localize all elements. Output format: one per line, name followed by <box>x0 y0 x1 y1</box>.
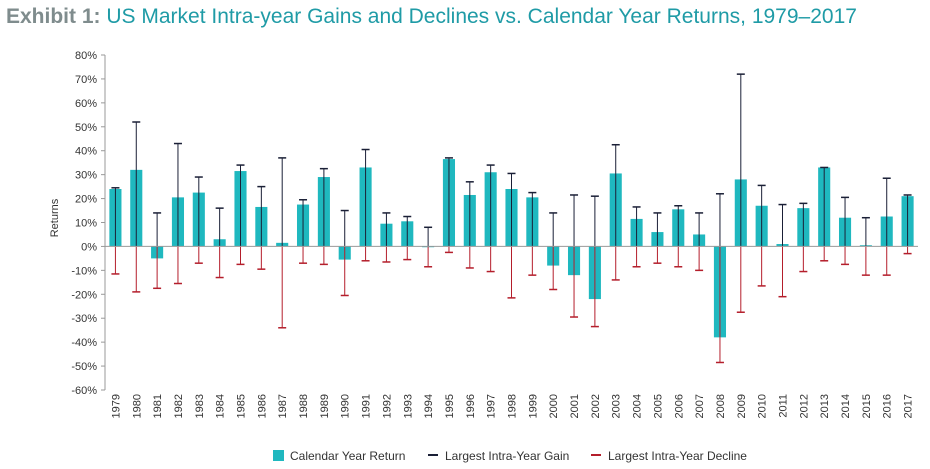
chart-title-prefix: Exhibit 1: <box>6 5 101 28</box>
x-tick-label: 2004 <box>632 394 644 418</box>
y-tick-label: -50% <box>71 361 97 373</box>
y-tick-label: -20% <box>71 289 97 301</box>
x-tick-label: 2002 <box>590 394 602 418</box>
legend-label-intra-year-decline: Largest Intra-Year Decline <box>608 449 747 463</box>
x-tick-label: 1986 <box>256 394 268 418</box>
y-tick-label: 80% <box>75 50 97 62</box>
x-tick-label: 2016 <box>882 394 894 418</box>
x-tick-label: 1982 <box>173 394 185 418</box>
x-tick-label: 2009 <box>736 394 748 418</box>
x-tick-label: 1999 <box>527 394 539 418</box>
y-tick-label: 10% <box>75 218 97 230</box>
y-axis-label: Returns <box>49 198 61 237</box>
y-tick-label: -40% <box>71 337 97 349</box>
x-tick-label: 2013 <box>819 394 831 418</box>
x-tick-label: 1995 <box>444 394 456 418</box>
x-tick-label: 1994 <box>423 394 435 418</box>
y-tick-label: -10% <box>71 265 97 277</box>
legend-swatch-calendar-year-return <box>273 450 284 461</box>
x-tick-label: 1987 <box>277 394 289 418</box>
x-tick-label: 1979 <box>110 394 122 418</box>
x-tick-label: 1997 <box>486 394 498 418</box>
legend-label-intra-year-gain: Largest Intra-Year Gain <box>445 449 569 463</box>
x-tick-label: 1983 <box>194 394 206 418</box>
x-tick-label: 1985 <box>236 394 248 418</box>
x-tick-label: 2007 <box>694 394 706 418</box>
x-tick-label: 1992 <box>381 394 393 418</box>
x-tick-label: 2005 <box>652 394 664 418</box>
x-tick-label: 2014 <box>840 394 852 418</box>
x-tick-label: 2012 <box>798 394 810 418</box>
x-tick-label: 2015 <box>861 394 873 418</box>
y-tick-label: 30% <box>75 170 97 182</box>
y-tick-label: 0% <box>81 241 97 253</box>
x-tick-label: 1998 <box>507 394 519 418</box>
x-tick-label: 2000 <box>548 394 560 418</box>
x-tick-label: 1991 <box>361 394 373 418</box>
x-tick-label: 2003 <box>611 394 623 418</box>
x-tick-label: 2011 <box>778 394 790 418</box>
x-tick-label: 2010 <box>757 394 769 418</box>
x-tick-label: 1984 <box>215 394 227 418</box>
y-tick-label: -60% <box>71 385 97 397</box>
x-tick-label: 2017 <box>903 394 915 418</box>
chart-title-text: US Market Intra-year Gains and Declines … <box>106 5 857 28</box>
chart-legend: Calendar Year Return Largest Intra-Year … <box>273 449 747 463</box>
legend-label-calendar-year-return: Calendar Year Return <box>290 449 405 463</box>
y-tick-label: 20% <box>75 194 97 206</box>
x-tick-label: 2006 <box>673 394 685 418</box>
x-tick-label: 2008 <box>715 394 727 418</box>
x-tick-label: 1993 <box>402 394 414 418</box>
y-tick-label: 70% <box>75 74 97 86</box>
y-tick-label: 40% <box>75 146 97 158</box>
x-tick-label: 1989 <box>319 394 331 418</box>
y-tick-label: 60% <box>75 98 97 110</box>
y-tick-label: -30% <box>71 313 97 325</box>
y-tick-label: 50% <box>75 122 97 134</box>
x-tick-label: 1980 <box>131 394 143 418</box>
x-tick-label: 2001 <box>569 394 581 418</box>
x-tick-label: 1990 <box>340 394 352 418</box>
x-tick-label: 1996 <box>465 394 477 418</box>
x-tick-label: 1981 <box>152 394 164 418</box>
x-tick-label: 1988 <box>298 394 310 418</box>
chart-title: Exhibit 1: US Market Intra-year Gains an… <box>6 5 857 29</box>
